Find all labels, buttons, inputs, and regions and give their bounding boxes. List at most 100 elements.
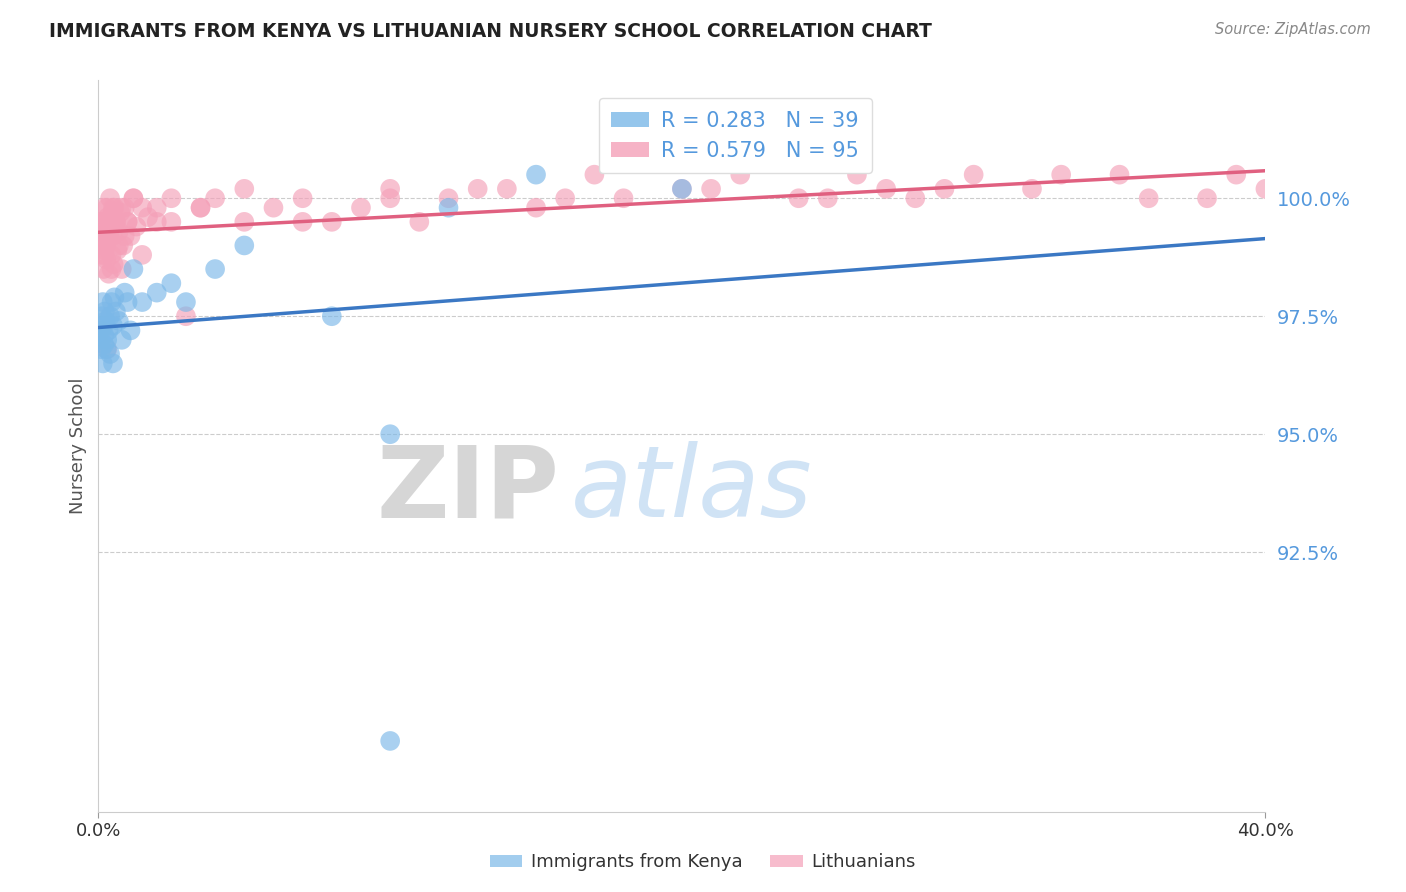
Point: [146, 201, 169, 215]
Point: [90, 333, 112, 347]
Point: [90, 310, 112, 324]
Point: [190, 201, 212, 215]
Point: [94, 215, 117, 229]
Point: [524, 168, 547, 182]
Point: [233, 182, 256, 196]
Point: [467, 182, 489, 196]
Point: [104, 304, 127, 318]
Point: [100, 262, 122, 277]
Point: [93, 318, 115, 333]
Point: [583, 168, 606, 182]
Point: [96, 333, 118, 347]
Point: [291, 215, 314, 229]
Point: [117, 295, 139, 310]
Text: atlas: atlas: [571, 442, 813, 539]
Point: [160, 191, 183, 205]
Point: [131, 295, 153, 310]
Point: [98, 310, 121, 324]
Point: [321, 310, 343, 324]
Point: [125, 219, 148, 234]
Point: [90, 238, 112, 252]
Point: [146, 285, 169, 300]
Point: [291, 191, 314, 205]
Point: [120, 229, 142, 244]
Point: [94, 304, 117, 318]
Point: [174, 295, 197, 310]
Point: [233, 215, 256, 229]
Point: [96, 252, 118, 267]
Point: [190, 201, 212, 215]
Point: [1254, 182, 1277, 196]
Point: [100, 295, 122, 310]
Point: [146, 215, 169, 229]
Point: [91, 215, 114, 229]
Point: [613, 191, 636, 205]
Point: [700, 182, 723, 196]
Point: [875, 182, 897, 196]
Point: [671, 182, 693, 196]
Point: [89, 323, 111, 337]
Point: [89, 229, 111, 244]
Text: ZIP: ZIP: [377, 442, 560, 539]
Point: [1371, 191, 1393, 205]
Point: [114, 285, 136, 300]
Point: [93, 337, 115, 351]
Point: [380, 191, 402, 205]
Point: [103, 290, 125, 304]
Point: [204, 262, 226, 277]
Point: [91, 224, 114, 238]
Point: [111, 201, 134, 215]
Point: [93, 328, 115, 343]
Point: [103, 257, 125, 271]
Point: [104, 215, 127, 229]
Point: [111, 262, 134, 277]
Point: [108, 224, 131, 238]
Point: [97, 267, 120, 281]
Point: [98, 347, 121, 361]
Point: [437, 191, 460, 205]
Point: [101, 356, 124, 370]
Point: [111, 333, 134, 347]
Point: [104, 215, 127, 229]
Text: IMMIGRANTS FROM KENYA VS LITHUANIAN NURSERY SCHOOL CORRELATION CHART: IMMIGRANTS FROM KENYA VS LITHUANIAN NURS…: [49, 22, 932, 41]
Point: [110, 205, 132, 219]
Point: [98, 215, 121, 229]
Point: [93, 248, 115, 262]
Point: [846, 168, 869, 182]
Point: [94, 243, 117, 257]
Point: [1197, 191, 1219, 205]
Point: [122, 262, 145, 277]
Point: [101, 205, 124, 219]
Point: [1137, 191, 1160, 205]
Point: [100, 248, 122, 262]
Point: [204, 191, 226, 205]
Point: [90, 343, 112, 357]
Point: [93, 262, 115, 277]
Point: [90, 248, 112, 262]
Point: [94, 314, 117, 328]
Point: [103, 201, 125, 215]
Point: [98, 229, 121, 244]
Point: [105, 243, 128, 257]
Point: [122, 191, 145, 205]
Point: [101, 229, 124, 244]
Point: [108, 238, 131, 252]
Point: [321, 215, 343, 229]
Point: [114, 229, 136, 244]
Legend: Immigrants from Kenya, Lithuanians: Immigrants from Kenya, Lithuanians: [482, 847, 924, 879]
Point: [380, 427, 402, 442]
Point: [1108, 168, 1130, 182]
Point: [934, 182, 956, 196]
Point: [174, 310, 197, 324]
Point: [233, 238, 256, 252]
Point: [93, 201, 115, 215]
Point: [817, 191, 839, 205]
Point: [1021, 182, 1043, 196]
Point: [98, 191, 121, 205]
Point: [96, 234, 118, 248]
Point: [101, 201, 124, 215]
Point: [114, 201, 136, 215]
Point: [962, 168, 984, 182]
Point: [524, 201, 547, 215]
Point: [263, 201, 285, 215]
